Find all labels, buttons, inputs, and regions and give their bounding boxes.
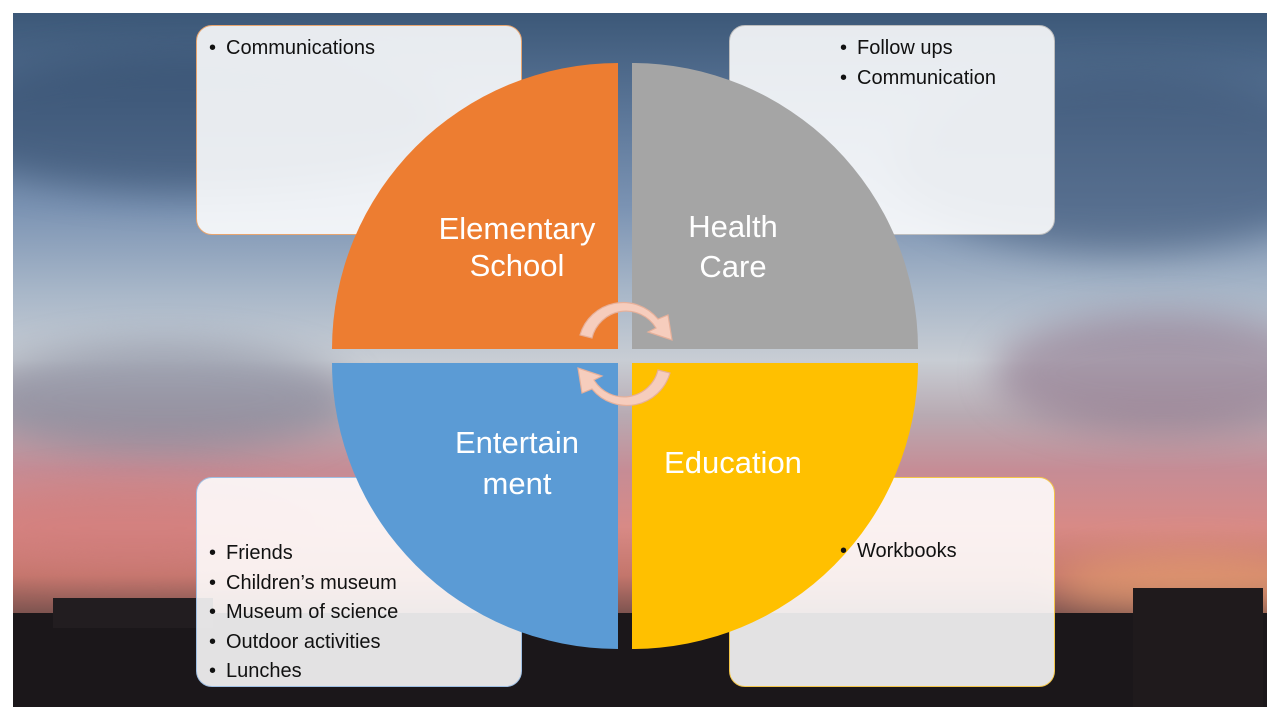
education-list: Workbooks [840,537,957,567]
entertainment-label-line2: ment [483,466,552,501]
list-item: Workbooks [840,537,957,567]
list-item: Communications [209,34,375,64]
cycle-arrow-top-icon [579,301,673,341]
elementary-school-quadrant [332,63,618,349]
list-item: Outdoor activities [209,628,414,658]
communications-list: Communications [209,34,375,64]
health-care-quadrant [632,63,918,349]
list-item: Follow ups [840,34,996,64]
health-care-label-line2: Care [699,249,766,284]
list-item: Museum of science [209,598,414,628]
entertainment-label-line1: Entertain [455,425,579,460]
list-item: Friends [209,539,414,569]
entertainment-list: FriendsChildren’s museumMuseum of scienc… [209,539,414,687]
elementary-school-label-line1: Elementary [439,211,596,246]
list-item: Lunches [209,657,414,687]
education-quadrant [632,363,918,649]
list-item: Communication [840,64,996,94]
health-care-list: Follow upsCommunication [840,34,996,93]
elementary-school-label-line2: School [470,248,565,283]
health-care-label-line1: Health [688,209,778,244]
education-label: Education [664,445,802,480]
cycle-arrow-bottom-icon [577,367,671,407]
entertainment-quadrant [332,363,618,649]
list-item: Children’s museum [209,569,414,599]
